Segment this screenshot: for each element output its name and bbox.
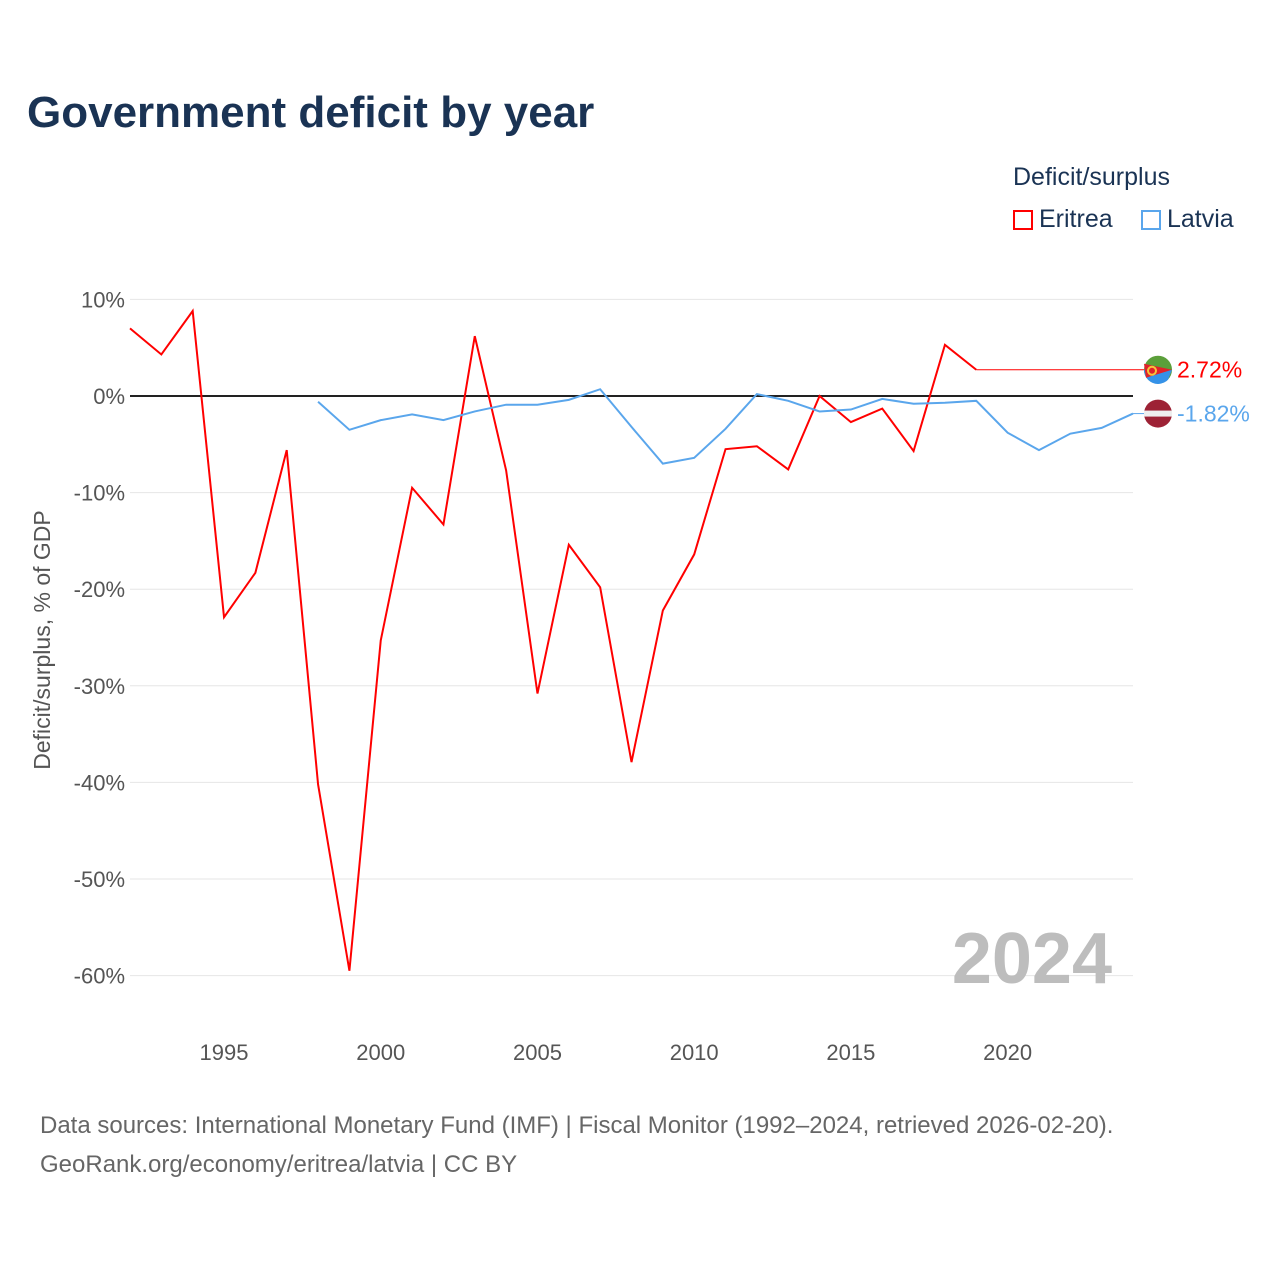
source-line: Data sources: International Monetary Fun… xyxy=(40,1112,1114,1139)
eritrea-flag-icon xyxy=(1147,365,1157,376)
end-value-label: -1.82% xyxy=(1177,401,1250,427)
legend-swatch-eritrea xyxy=(1013,209,1033,230)
y-tick-label: 0% xyxy=(93,384,125,409)
series-line-latvia xyxy=(317,388,1134,465)
x-tick-label: 1995 xyxy=(200,1040,249,1065)
y-tick-label: -60% xyxy=(74,964,125,989)
legend-item-eritrea[interactable]: Eritrea xyxy=(1013,205,1113,234)
legend-swatch-latvia xyxy=(1141,209,1161,230)
x-tick-label: 2005 xyxy=(513,1040,562,1065)
y-tick-label: -40% xyxy=(74,770,125,795)
y-axis-label: Deficit/surplus, % of GDP xyxy=(29,510,55,769)
legend-label: Latvia xyxy=(1167,205,1234,233)
legend-title: Deficit/surplus xyxy=(1013,163,1170,191)
y-tick-label: -30% xyxy=(74,674,125,699)
x-tick-label: 2000 xyxy=(356,1040,405,1065)
legend-item-latvia[interactable]: Latvia xyxy=(1141,205,1234,234)
y-tick-label: -10% xyxy=(74,481,125,506)
x-tick-label: 2015 xyxy=(826,1040,875,1065)
series-line-eritrea xyxy=(129,308,977,971)
source-note: Data sources: International Monetary Fun… xyxy=(40,1106,1113,1184)
x-tick-label: 2010 xyxy=(670,1040,719,1065)
y-tick-label: -20% xyxy=(74,577,125,602)
year-watermark: 2024 xyxy=(952,919,1112,999)
x-tick-label: 2020 xyxy=(983,1040,1032,1065)
source-link[interactable]: GeoRank.org/economy/eritrea/latvia | CC … xyxy=(40,1151,518,1178)
legend-label: Eritrea xyxy=(1039,205,1113,233)
y-tick-label: 10% xyxy=(81,287,125,312)
latvia-flag-icon xyxy=(1144,410,1172,417)
page-title: Government deficit by year xyxy=(27,88,595,137)
end-value-label: 2.72% xyxy=(1177,357,1242,383)
y-tick-label: -50% xyxy=(74,867,125,892)
